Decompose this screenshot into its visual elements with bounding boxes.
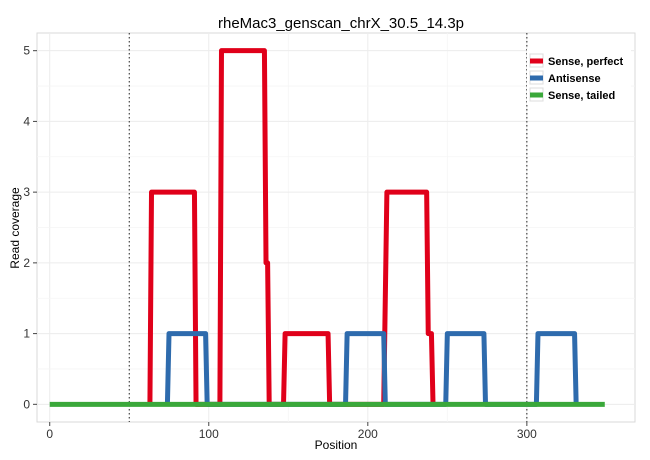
x-axis: 0 100 200 300 bbox=[46, 422, 537, 441]
legend: Sense, perfect Antisense Sense, tailed bbox=[527, 49, 631, 105]
reference-lines bbox=[128, 33, 528, 422]
x-axis-label: Position bbox=[315, 438, 358, 452]
x-tick-label: 300 bbox=[517, 427, 537, 441]
series-group bbox=[49, 48, 605, 407]
legend-item: Sense, perfect bbox=[529, 53, 624, 68]
legend-item: Sense, tailed bbox=[529, 87, 615, 102]
y-tick-label: 1 bbox=[23, 327, 30, 341]
y-tick-label: 4 bbox=[23, 114, 30, 128]
x-tick-label: 200 bbox=[358, 427, 378, 441]
legend-label: Antisense bbox=[548, 73, 601, 85]
y-tick-label: 0 bbox=[23, 397, 30, 411]
y-axis-label: Read coverage bbox=[8, 187, 22, 269]
legend-label: Sense, tailed bbox=[548, 90, 615, 102]
chart-title: rheMac3_genscan_chrX_30.5_14.3p bbox=[218, 15, 464, 32]
legend-item: Antisense bbox=[529, 70, 601, 85]
y-axis: 0 1 2 3 4 5 bbox=[23, 44, 37, 411]
legend-background bbox=[527, 49, 631, 105]
y-tick-label: 5 bbox=[23, 44, 30, 58]
x-tick-label: 100 bbox=[199, 427, 219, 441]
y-tick-label: 3 bbox=[23, 185, 30, 199]
legend-label: Sense, perfect bbox=[548, 56, 624, 68]
x-tick-label: 0 bbox=[46, 427, 53, 441]
y-tick-label: 2 bbox=[23, 256, 30, 270]
